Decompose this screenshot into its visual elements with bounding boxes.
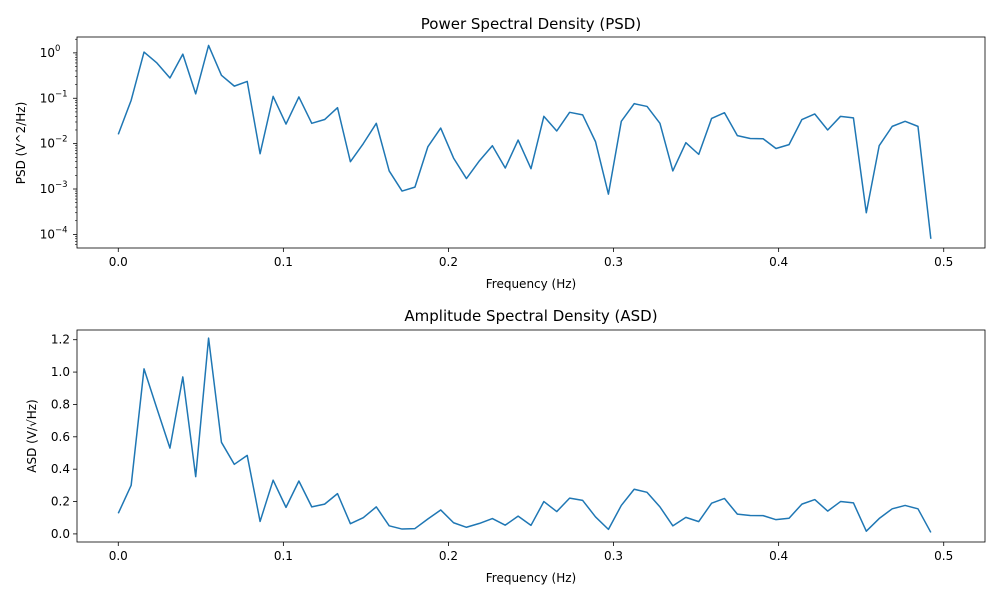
asd-x-tick-label: 0.2 [439, 549, 458, 563]
psd-y-tick-label: 10 [40, 91, 55, 105]
asd-y-tick-label: 0.0 [51, 527, 70, 541]
psd-axes-frame [76, 36, 986, 249]
psd-subplot: Power Spectral Density (PSD) Frequency (… [14, 15, 986, 291]
psd-x-tick-label: 0.0 [109, 255, 128, 269]
asd-x-tick-label: 0.5 [934, 549, 953, 563]
asd-y-axis-label: ASD (V/√Hz) [25, 399, 39, 472]
asd-y-tick-label: 0.8 [51, 397, 70, 411]
asd-y-tick-label: 0.2 [51, 495, 70, 509]
asd-title: Amplitude Spectral Density (ASD) [404, 307, 657, 325]
psd-y-tick-exponent: −1 [55, 89, 68, 99]
asd-x-tick-label: 0.1 [274, 549, 293, 563]
psd-y-axis-label: PSD (V^2/Hz) [14, 102, 28, 185]
asd-x-tick-label: 0.3 [604, 549, 623, 563]
asd-x-ticks: 0.0 0.1 0.2 0.3 0.4 0.5 [109, 542, 953, 563]
psd-series-line [117, 44, 932, 239]
asd-x-axis-label: Frequency (Hz) [486, 571, 577, 585]
psd-x-tick-label: 0.1 [274, 255, 293, 269]
psd-x-tick-label: 0.4 [769, 255, 788, 269]
psd-y-tick-label: 10 [40, 46, 55, 60]
asd-y-ticks: 0.0 0.2 0.4 0.6 0.8 1.0 1.2 [51, 333, 77, 541]
asd-x-tick-label: 0.4 [769, 549, 788, 563]
psd-y-tick-exponent: −2 [55, 135, 68, 145]
psd-y-tick-exponent: −4 [55, 225, 68, 235]
psd-x-axis-label: Frequency (Hz) [486, 277, 577, 291]
asd-y-tick-label: 0.6 [51, 430, 70, 444]
psd-y-tick-label: 10 [40, 137, 55, 151]
psd-y-tick-exponent: 0 [55, 44, 60, 54]
asd-x-tick-label: 0.0 [109, 549, 128, 563]
psd-y-tick-label: 10 [40, 182, 55, 196]
asd-y-tick-label: 0.4 [51, 462, 70, 476]
asd-y-tick-label: 1.2 [51, 333, 70, 347]
asd-y-tick-label: 1.0 [51, 365, 70, 379]
psd-title: Power Spectral Density (PSD) [421, 15, 641, 33]
psd-x-tick-label: 0.5 [934, 255, 953, 269]
psd-x-ticks: 0.0 0.1 0.2 0.3 0.4 0.5 [109, 248, 953, 269]
psd-y-tick-exponent: −3 [55, 180, 68, 190]
psd-x-tick-label: 0.2 [439, 255, 458, 269]
asd-series-line [117, 337, 932, 533]
psd-y-tick-label: 10 [40, 227, 55, 241]
asd-axes-frame [76, 329, 986, 543]
asd-subplot: Amplitude Spectral Density (ASD) Frequen… [25, 307, 986, 585]
psd-x-tick-label: 0.3 [604, 255, 623, 269]
